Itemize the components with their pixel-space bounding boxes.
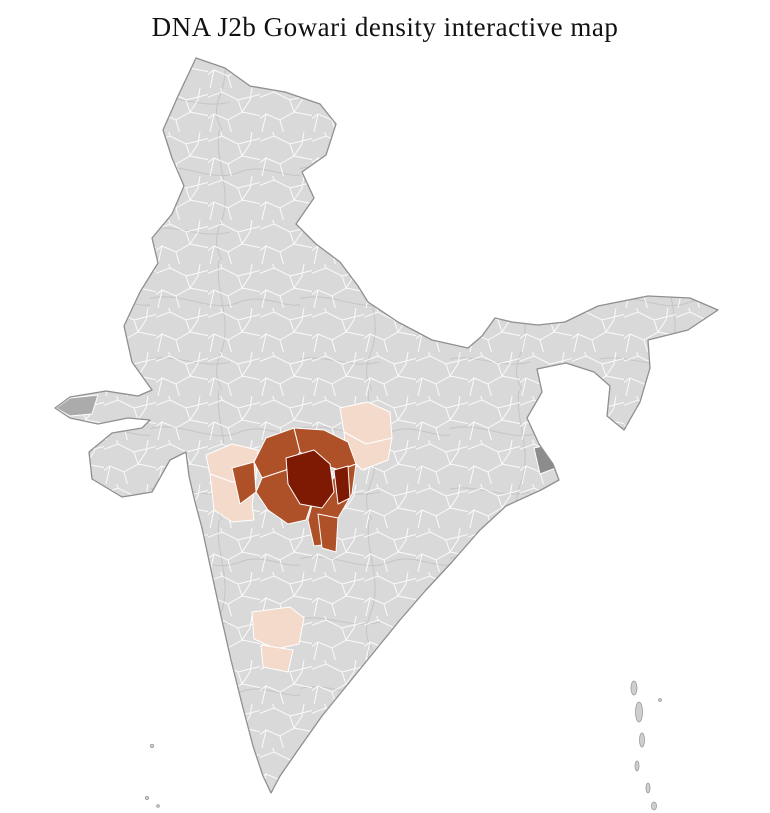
island[interactable]	[658, 698, 662, 702]
island[interactable]	[630, 680, 638, 696]
district-medium-5[interactable]	[231, 461, 257, 505]
lakshadweep-islands[interactable]	[144, 744, 160, 808]
island[interactable]	[149, 744, 154, 749]
district-low-south-b[interactable]	[260, 644, 294, 673]
district-west-tip[interactable]	[55, 394, 99, 417]
district-low-far-west[interactable]	[158, 490, 197, 528]
island[interactable]	[144, 796, 149, 801]
district-high-2[interactable]	[333, 465, 351, 505]
island[interactable]	[639, 732, 645, 748]
page-title: DNA J2b Gowari density interactive map	[151, 12, 619, 42]
district-high-1[interactable]	[285, 449, 335, 509]
island[interactable]	[634, 760, 640, 772]
district-medium-6[interactable]	[317, 513, 339, 553]
district-low-south-a[interactable]	[251, 606, 305, 650]
island[interactable]	[156, 804, 160, 808]
island[interactable]	[635, 701, 643, 723]
andaman-nicobar-islands[interactable]	[630, 680, 662, 811]
island[interactable]	[651, 801, 657, 811]
island[interactable]	[645, 782, 651, 794]
